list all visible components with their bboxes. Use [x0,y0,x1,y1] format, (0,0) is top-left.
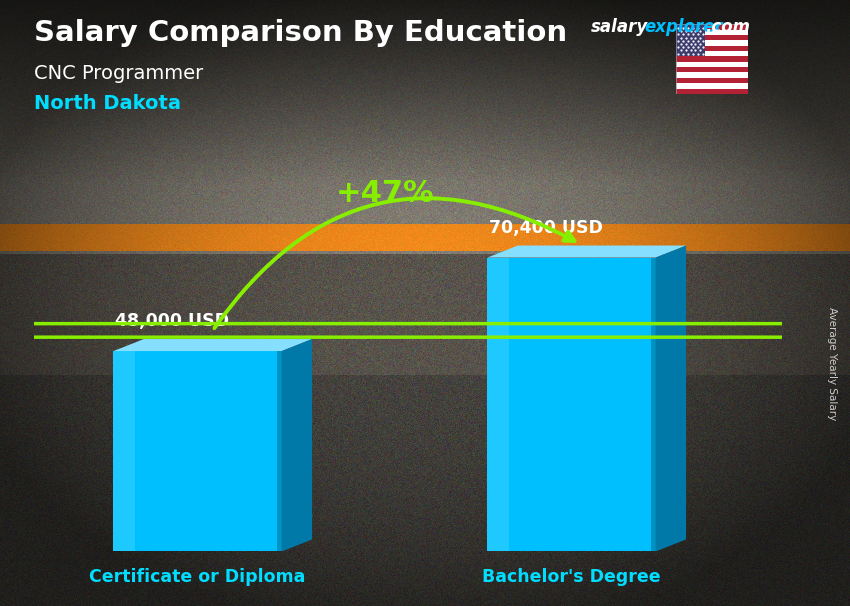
Bar [113,351,281,551]
Bar [676,24,748,30]
Bar [676,62,748,67]
Bar [676,56,748,62]
Text: Average Yearly Salary: Average Yearly Salary [827,307,837,420]
Bar [676,51,748,56]
Polygon shape [655,245,686,551]
Text: Salary Comparison By Education: Salary Comparison By Education [34,19,567,47]
Bar [676,73,748,78]
Bar [676,24,705,56]
Bar [676,78,748,83]
Text: .com: .com [706,18,751,36]
Bar [488,258,509,551]
Text: +47%: +47% [336,179,434,208]
Text: North Dakota: North Dakota [34,94,181,113]
Bar [676,67,748,73]
Polygon shape [281,339,312,551]
Bar [676,88,748,94]
Bar [676,45,748,51]
Text: 48,000 USD: 48,000 USD [116,313,230,330]
Bar [676,35,748,41]
Bar [676,83,748,88]
Bar [277,351,281,551]
Bar [676,30,748,35]
Text: 70,400 USD: 70,400 USD [490,219,604,237]
Text: explorer: explorer [644,18,723,36]
Bar [488,258,655,551]
Bar [113,351,135,551]
Text: CNC Programmer: CNC Programmer [34,64,203,82]
Bar [676,41,748,45]
Polygon shape [113,339,312,351]
Polygon shape [488,245,686,258]
Text: salary: salary [591,18,648,36]
Bar [651,258,655,551]
